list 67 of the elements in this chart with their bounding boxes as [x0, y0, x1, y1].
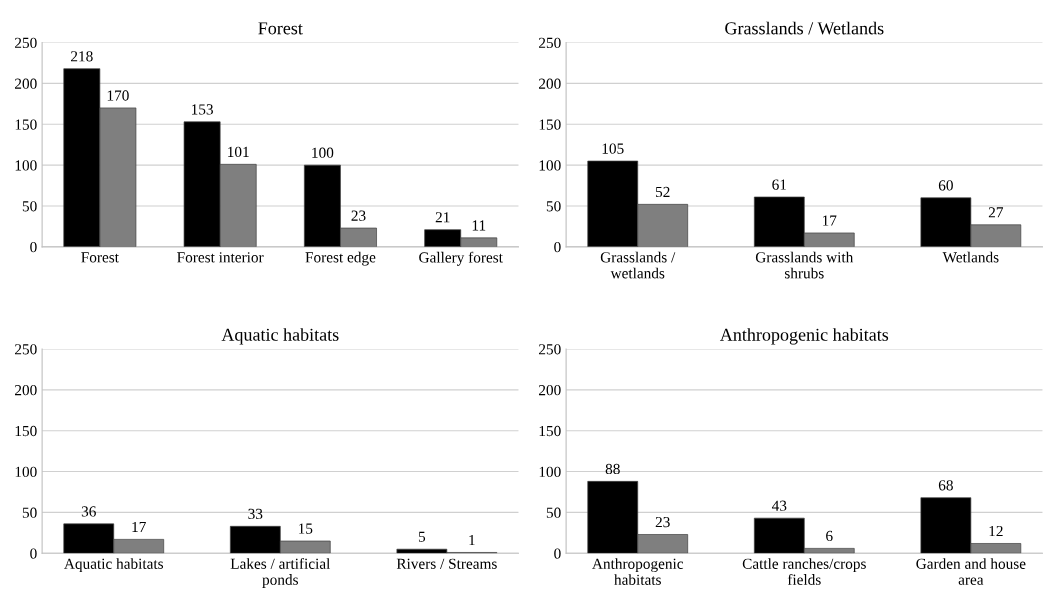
data-label: 170	[107, 90, 129, 101]
data-label: 17	[132, 521, 146, 532]
x-tick-label: Aquatic habitats	[64, 558, 164, 572]
data-label: 105	[602, 143, 624, 154]
data-label: 17	[822, 215, 837, 226]
y-tick-label: 150	[539, 119, 561, 130]
x-tick-label: Forest edge	[305, 251, 376, 266]
chart-title: Forest	[258, 22, 303, 35]
x-tick-label: Lakes / artificial ponds	[230, 557, 331, 588]
y-tick-label: 200	[539, 78, 561, 89]
data-label: 218	[71, 51, 93, 62]
y-tick-label: 150	[15, 119, 37, 130]
y-tick-label: 250	[539, 344, 561, 355]
x-tick-label: Grasslands / wetlands	[600, 251, 676, 279]
data-label: 6	[826, 530, 833, 542]
data-label: 12	[989, 525, 1003, 537]
y-tick-label: 100	[15, 160, 37, 171]
data-label: 23	[351, 210, 366, 221]
data-label: 88	[605, 463, 620, 475]
x-tick-label: Anthropogenic habitats	[592, 558, 684, 585]
x-tick-label: Forest interior	[177, 252, 264, 263]
x-tick-label: Rivers / Streams	[396, 558, 497, 569]
x-tick-label: Wetlands	[942, 251, 999, 263]
data-label: 61	[772, 179, 787, 190]
y-tick-label: 50	[546, 201, 561, 212]
data-label: 68	[938, 480, 953, 491]
y-tick-label: 250	[15, 344, 37, 355]
data-label: 52	[655, 186, 670, 198]
y-tick-label: 100	[15, 466, 37, 478]
y-tick-label: 100	[539, 466, 561, 478]
y-tick-label: 150	[15, 425, 37, 437]
data-label: 100	[312, 147, 334, 158]
y-tick-label: 250	[15, 37, 37, 49]
data-label: 27	[988, 207, 1004, 218]
data-label: 36	[81, 506, 96, 517]
x-tick-label: Forest	[81, 252, 119, 263]
x-tick-label: Gallery forest	[419, 251, 503, 266]
data-label: 21	[435, 212, 450, 223]
x-tick-label: Cattle ranches/crops fields	[742, 558, 866, 585]
y-tick-label: 0	[554, 241, 561, 253]
chart-title: Aquatic habitats	[221, 328, 339, 345]
chart-title: Anthropogenic habitats	[719, 328, 889, 345]
y-tick-label: 200	[15, 384, 37, 396]
y-tick-label: 50	[22, 507, 37, 518]
y-tick-label: 250	[539, 37, 561, 49]
y-tick-label: 0	[30, 548, 37, 559]
data-label: 5	[418, 531, 426, 542]
data-label: 11	[472, 220, 486, 231]
y-tick-label: 50	[22, 201, 37, 212]
data-label: 23	[655, 516, 670, 528]
chart-title: Grasslands / Wetlands	[725, 21, 884, 35]
y-tick-label: 0	[554, 548, 561, 559]
data-label: 101	[228, 146, 249, 158]
x-tick-label: Garden and house area	[916, 558, 1026, 585]
y-tick-label: 200	[15, 78, 37, 89]
y-tick-label: 150	[539, 425, 561, 437]
y-tick-label: 50	[546, 507, 561, 518]
data-label: 1	[469, 534, 475, 546]
x-tick-label: Grasslands with shrubs	[755, 251, 854, 279]
data-label: 15	[298, 523, 313, 534]
data-label: 43	[771, 500, 787, 511]
data-label: 153	[191, 104, 213, 115]
y-tick-label: 100	[539, 160, 561, 171]
data-label: 33	[248, 508, 263, 520]
y-tick-label: 200	[539, 384, 561, 396]
data-label: 60	[938, 180, 953, 191]
y-tick-label: 0	[30, 241, 37, 253]
